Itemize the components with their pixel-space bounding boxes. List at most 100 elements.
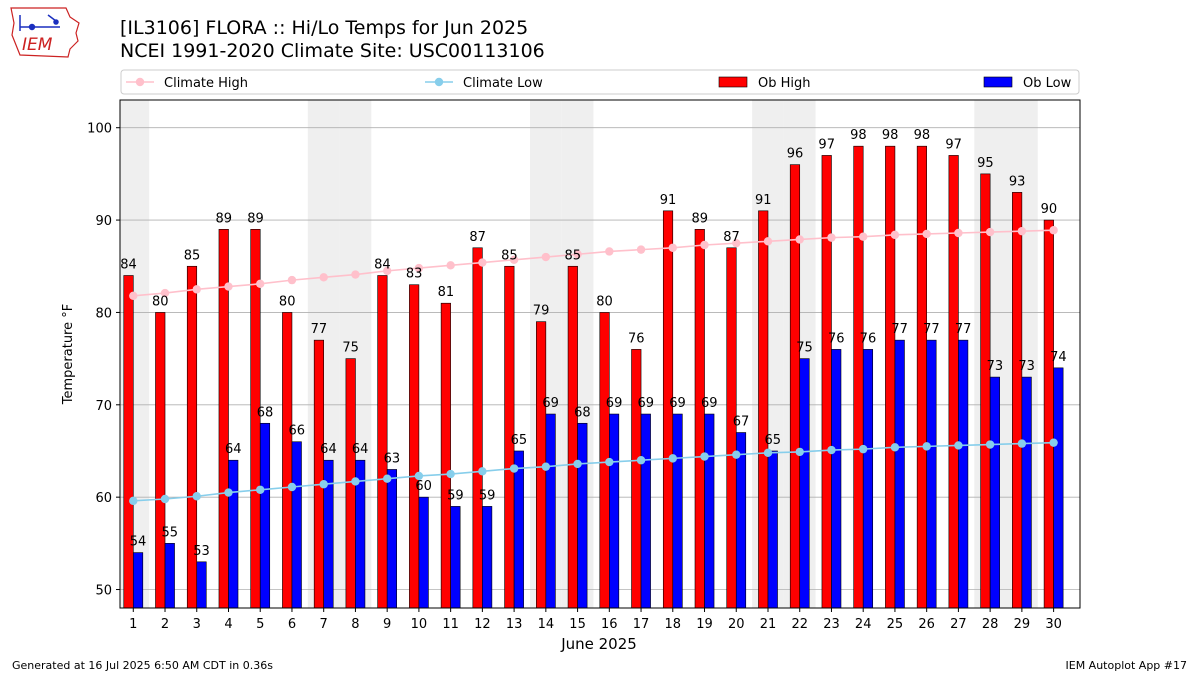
ob-low-label-15: 68 [574, 405, 591, 420]
climate-low-point-24 [858, 444, 868, 454]
ob-high-bar-11 [440, 302, 451, 609]
ob-high-label-28: 95 [977, 156, 994, 171]
ob-high-bar-22 [789, 164, 801, 609]
x-tick-label-29: 29 [1014, 617, 1031, 632]
climate-high-point-9 [382, 266, 392, 276]
x-tick-label-30: 30 [1045, 617, 1062, 632]
ob-high-label-25: 98 [882, 128, 899, 143]
x-tick-label-25: 25 [887, 617, 904, 632]
ob-low-bar-1 [132, 552, 144, 609]
ob-high-label-27: 97 [945, 137, 962, 152]
x-tick-label-10: 10 [411, 617, 428, 632]
climate-high-point-26 [922, 229, 931, 239]
ob-low-bar-24 [862, 349, 874, 609]
ob-low-label-3: 53 [193, 544, 210, 559]
logo-text: IEM [22, 35, 53, 55]
ob-low-bar-28 [989, 376, 1000, 609]
x-tick-label-18: 18 [665, 617, 682, 632]
climate-high-point-10 [414, 263, 424, 273]
x-tick-label-9: 9 [383, 617, 391, 632]
climate-high-point-23 [827, 233, 836, 242]
ob-low-bar-21 [767, 450, 778, 609]
ob-high-bar-12 [472, 247, 483, 609]
ob-high-label-26: 98 [914, 128, 931, 143]
ob-high-bar-2 [155, 312, 166, 609]
legend-ob-low-swatch [983, 76, 1013, 88]
y-tick-label-50: 50 [95, 584, 112, 599]
climate-low-point-29 [1017, 439, 1027, 448]
x-tick-label-22: 22 [791, 617, 808, 632]
ob-low-label-12: 59 [479, 488, 496, 503]
climate-high-point-22 [795, 235, 804, 244]
climate-low-point-19 [700, 452, 709, 461]
ob-low-label-10: 60 [415, 479, 432, 494]
y-tick-label-80: 80 [95, 306, 112, 321]
iem-logo: IEM [10, 7, 80, 58]
ob-high-bar-25 [885, 145, 896, 609]
ob-low-bar-19 [704, 413, 715, 609]
climate-low-point-23 [827, 445, 836, 455]
ob-high-bar-6 [282, 312, 293, 609]
x-tick-label-21: 21 [760, 617, 777, 632]
climate-low-point-20 [732, 450, 741, 459]
x-tick-label-28: 28 [982, 617, 999, 632]
ob-low-bar-10 [418, 496, 429, 609]
climate-low-point-15 [573, 459, 582, 469]
ob-low-label-21: 65 [764, 433, 781, 448]
ob-high-bar-21 [758, 210, 769, 609]
climate-high-point-4 [224, 282, 233, 291]
ob-high-bar-28 [980, 173, 991, 609]
ob-low-bar-27 [958, 339, 969, 609]
ob-low-bar-3 [196, 561, 207, 609]
ob-high-label-14: 79 [533, 304, 550, 319]
x-tick-label-19: 19 [696, 617, 713, 632]
ob-high-bar-15 [567, 265, 578, 609]
ob-low-bar-4 [228, 459, 239, 609]
ob-low-bar-30 [1053, 367, 1064, 609]
ob-high-label-22: 96 [787, 147, 804, 162]
ob-low-bar-29 [1021, 376, 1032, 609]
climate-low-point-7 [319, 480, 328, 489]
ob-high-label-18: 91 [660, 193, 677, 208]
x-tick-label-11: 11 [442, 617, 459, 632]
climate-low-point-11 [446, 469, 455, 479]
ob-low-bar-23 [831, 349, 842, 609]
climate-high-point-15 [573, 250, 582, 259]
climate-high-point-7 [319, 273, 328, 282]
ob-high-label-21: 91 [755, 193, 772, 208]
app-footer: IEM Autoplot App #17 [1065, 659, 1188, 672]
ob-high-label-6: 80 [279, 294, 296, 309]
ob-low-label-9: 63 [384, 451, 401, 466]
ob-low-label-24: 76 [860, 331, 877, 346]
ob-low-label-7: 64 [320, 442, 337, 457]
climate-low-point-18 [668, 454, 677, 463]
ob-low-bar-6 [291, 441, 302, 609]
ob-high-label-3: 85 [184, 248, 201, 263]
ob-high-label-13: 85 [501, 248, 518, 263]
y-tick-label-60: 60 [95, 491, 112, 506]
ob-low-label-20: 67 [733, 415, 750, 430]
ob-low-bar-17 [640, 413, 651, 609]
ob-high-label-19: 89 [691, 211, 708, 226]
ob-low-bar-9 [386, 469, 397, 609]
bar-value-labels: 84 54 80 55 85 53 89 64 89 68 80 66 77 64 75 64 84 63 83 60… [120, 128, 1066, 559]
legend-ob-high-label: Ob High [758, 76, 811, 91]
climate-high-point-24 [858, 232, 868, 241]
climate-high-point-5 [256, 279, 265, 289]
ob-low-bar-12 [482, 506, 493, 609]
ob-high-label-1: 84 [120, 257, 137, 272]
ob-low-label-30: 74 [1050, 350, 1067, 365]
chart-subtitle: NCEI 1991-2020 Climate Site: USC00113106 [120, 40, 545, 62]
chart-title: [IL3106] FLORA :: Hi/Lo Temps for Jun 20… [120, 17, 529, 39]
climate-high-point-28 [985, 227, 995, 237]
climate-high-point-8 [351, 270, 360, 279]
legend-climate-low-marker [434, 77, 444, 87]
climate-low-point-8 [351, 477, 360, 486]
ob-low-label-18: 69 [669, 396, 686, 411]
x-tick-label-15: 15 [569, 617, 586, 632]
ob-low-label-25: 77 [891, 322, 908, 337]
climate-high-point-16 [605, 247, 614, 256]
ob-high-label-30: 90 [1041, 202, 1058, 217]
x-tick-label-17: 17 [633, 617, 650, 632]
climate-low-point-27 [954, 441, 963, 450]
